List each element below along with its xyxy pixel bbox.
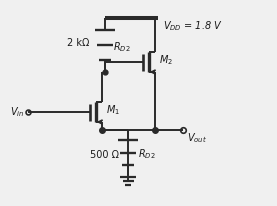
Text: $V_{out}$: $V_{out}$ [187,131,207,145]
Text: $V_{in}$: $V_{in}$ [10,105,24,119]
Text: $R_{D2}$: $R_{D2}$ [113,40,130,54]
Text: $M_2$: $M_2$ [159,53,173,67]
Text: $M_1$: $M_1$ [106,103,120,117]
Text: $R_{D2}$: $R_{D2}$ [138,148,156,161]
Text: 500 Ω: 500 Ω [90,150,119,159]
Text: 2 kΩ: 2 kΩ [67,38,89,48]
Text: $V_{DD}$ = 1.8 V: $V_{DD}$ = 1.8 V [163,19,222,33]
